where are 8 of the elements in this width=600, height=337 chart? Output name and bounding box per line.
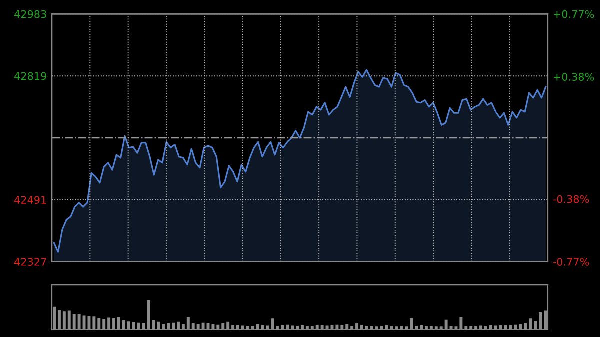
y2-tick-label: +0.77% [554, 10, 594, 18]
y2-tick-label: -0.77% [553, 258, 590, 266]
y-tick-label: 42491 [14, 196, 46, 204]
y-tick-label: 42327 [14, 258, 46, 266]
y-tick-label: 42819 [14, 72, 46, 80]
y2-tick-label: -0.38% [553, 195, 590, 204]
y2-tick-label: +0.38% [554, 73, 594, 81]
y-tick-label: 42983 [14, 10, 46, 18]
